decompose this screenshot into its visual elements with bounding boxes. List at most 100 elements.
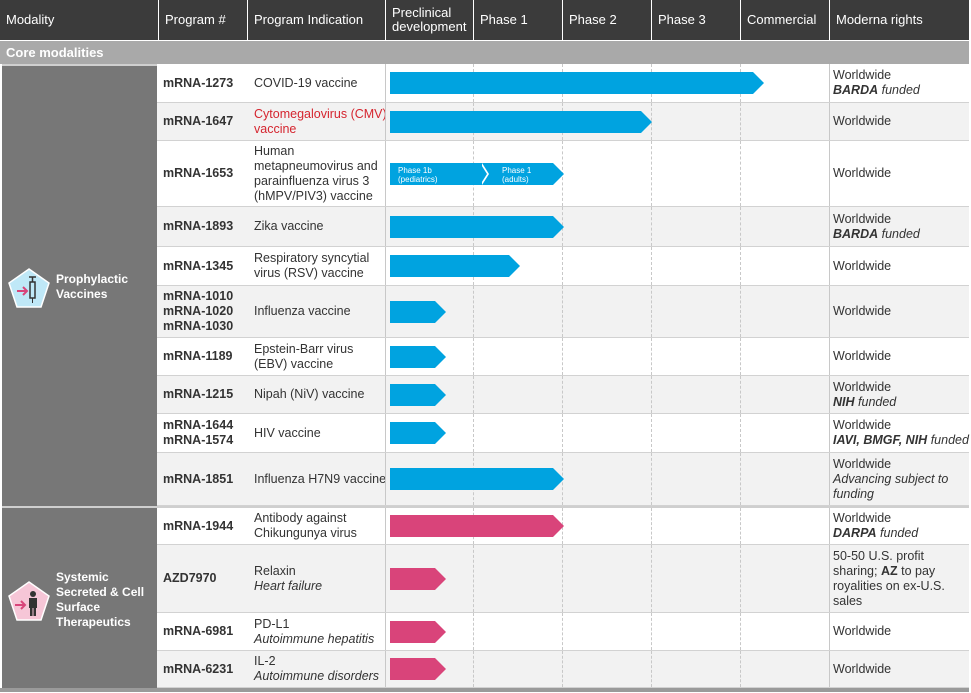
program-indication: Epstein-Barr virus (EBV) vaccine xyxy=(254,341,354,371)
header-rights: Moderna rights xyxy=(829,0,969,40)
rights-note: funded xyxy=(930,433,969,447)
program-number: mRNA-1644 xyxy=(163,418,234,432)
phase-progress-bar xyxy=(390,620,446,643)
program-indication: Human metapneumovirus and parainfluenza … xyxy=(254,143,378,203)
program-indication: Nipah (NiV) vaccine xyxy=(254,387,365,401)
phase-progress-bar xyxy=(390,658,446,680)
rights-text: Worldwide xyxy=(833,258,892,273)
phase-progress-bar xyxy=(390,255,520,277)
program-number: mRNA-1010 xyxy=(163,289,234,303)
segment-label: Phase 1b xyxy=(398,165,432,175)
segment-sublabel: (adults) xyxy=(502,174,529,184)
pipeline-row: mRNA-1893 Zika vaccine Worldwide BARDA fu… xyxy=(157,207,969,247)
pipeline-row: AZD7970 Relaxin Heart failure 50-50 U.S. … xyxy=(157,545,969,613)
program-indication: IL-2 xyxy=(254,654,276,668)
program-number: mRNA-1851 xyxy=(163,471,234,486)
rights-text: 50-50 U.S. profit sharing; xyxy=(833,548,925,578)
rights-text: Worldwide xyxy=(833,511,892,525)
header-program: Program # xyxy=(158,0,247,40)
pipeline-row: mRNA-1010 mRNA-1020 mRNA-1030 Influenza va… xyxy=(157,286,969,338)
program-indication: Respiratory syncytial virus (RSV) vaccin… xyxy=(254,251,370,280)
rights-note: funded xyxy=(880,526,919,540)
phase-progress-bar xyxy=(390,383,446,406)
phase-progress-bar xyxy=(390,215,564,238)
program-indication: Relaxin xyxy=(254,563,296,578)
program-number: mRNA-1653 xyxy=(163,166,234,180)
rights-text: Worldwide xyxy=(833,166,892,180)
pipeline-row: mRNA-1647 Cytomegalovirus (CMV) vaccine … xyxy=(157,103,969,141)
phase-progress-bar xyxy=(390,515,564,537)
pipeline-row: mRNA-1215 Nipah (NiV) vaccine Worldwide N… xyxy=(157,376,969,414)
section-core-modalities: Core modalities xyxy=(0,41,969,64)
program-number: mRNA-1020 xyxy=(163,304,234,318)
program-number: mRNA-1345 xyxy=(163,258,234,273)
program-indication: HIV vaccine xyxy=(254,425,321,440)
program-number: mRNA-1574 xyxy=(163,433,234,447)
rights-text: Worldwide xyxy=(833,379,892,394)
rights-note: funded xyxy=(881,226,920,241)
program-number: mRNA-6981 xyxy=(163,624,234,638)
phase-progress-bar xyxy=(390,345,446,368)
rights-partner: BARDA xyxy=(833,83,879,97)
program-number: mRNA-1944 xyxy=(163,518,234,533)
pipeline-row: mRNA-1345 Respiratory syncytial virus (R… xyxy=(157,247,969,286)
rights-text: Worldwide xyxy=(833,624,892,638)
program-indication: Influenza vaccine xyxy=(254,304,351,318)
header-preclinical: Preclinical development xyxy=(385,0,473,40)
rights-partner: DARPA xyxy=(833,526,877,540)
program-number: mRNA-6231 xyxy=(163,661,234,676)
program-indication: COVID-19 vaccine xyxy=(254,75,358,90)
pipeline-row: mRNA-1851 Influenza H7N9 vaccine Worldwi… xyxy=(157,453,969,506)
pipeline-row: mRNA-1273 COVID-19 vaccine Worldwide BARD… xyxy=(157,64,969,103)
program-indication-sub: Autoimmune hepatitis xyxy=(254,631,375,646)
header-phase3: Phase 3 xyxy=(651,0,740,40)
rights-text: Worldwide xyxy=(833,68,892,82)
rights-note: funded xyxy=(881,83,920,97)
program-indication: Zika vaccine xyxy=(254,219,324,233)
header-phase2: Phase 2 xyxy=(562,0,651,40)
pipeline-row: mRNA-1944 Antibody against Chikungunya v… xyxy=(157,506,969,545)
rights-text: Worldwide xyxy=(833,661,892,676)
rights-note: to pay royalities on ex-U.S. sales xyxy=(833,563,945,608)
pipeline-row: mRNA-1644 mRNA-1574 HIV vaccine Worldwide… xyxy=(157,414,969,453)
rights-text: Worldwide xyxy=(833,304,892,318)
program-number: mRNA-1647 xyxy=(163,114,234,128)
modality-label-therapeutics: Systemic Secreted & Cell Surface Therape… xyxy=(56,570,145,629)
modality-prophylactic-vaccines: Prophylactic Vaccines xyxy=(2,64,157,506)
program-number: mRNA-1893 xyxy=(163,219,234,233)
rights-partner: IAVI, BMGF, NIH xyxy=(833,433,928,447)
program-indication: Antibody against Chikungunya virus xyxy=(254,511,357,540)
program-indication: Influenza H7N9 vaccine xyxy=(254,471,387,486)
table-header: Modality Program # Program Indication Pr… xyxy=(0,0,969,40)
pipeline-row: mRNA-1189 Epstein-Barr virus (EBV) vacci… xyxy=(157,338,969,376)
rights-text: Worldwide xyxy=(833,349,892,363)
pipeline-row: mRNA-6231 IL-2 Autoimmune disorders World… xyxy=(157,651,969,688)
program-number: AZD7970 xyxy=(163,571,217,585)
modality-systemic-therapeutics: Systemic Secreted & Cell Surface Therape… xyxy=(2,506,157,688)
segment-sublabel: (pediatrics) xyxy=(398,174,438,184)
pipeline-row: mRNA-6981 PD-L1 Autoimmune hepatitis Worl… xyxy=(157,613,969,651)
rights-partner: BARDA xyxy=(833,226,879,241)
program-number: mRNA-1030 xyxy=(163,319,234,333)
phase-progress-bar xyxy=(390,300,446,323)
pipeline-row: mRNA-1653 Human metapneumovirus and para… xyxy=(157,141,969,207)
rights-partner: NIH xyxy=(833,394,855,409)
phase-progress-bar xyxy=(390,422,446,444)
person-icon xyxy=(8,581,50,621)
phase-progress-bar xyxy=(390,468,564,490)
header-phase1: Phase 1 xyxy=(473,0,562,40)
rights-text: Worldwide xyxy=(833,114,892,128)
program-number: mRNA-1273 xyxy=(163,75,234,90)
rights-text: Worldwide xyxy=(833,418,892,432)
header-indication: Program Indication xyxy=(247,0,385,40)
program-indication-sub: Heart failure xyxy=(254,578,323,593)
header-modality: Modality xyxy=(6,12,55,27)
rights-partner: AZ xyxy=(880,563,898,578)
phase-progress-bar xyxy=(390,72,764,94)
phase-progress-bar xyxy=(390,567,446,590)
phase-progress-bar: Phase 1b (pediatrics) Phase 1 (adults) xyxy=(390,162,564,185)
program-number: mRNA-1189 xyxy=(163,349,233,363)
table-bottom-rule xyxy=(0,688,969,692)
segment-label: Phase 1 xyxy=(502,165,532,175)
rights-note: funded xyxy=(858,394,897,409)
